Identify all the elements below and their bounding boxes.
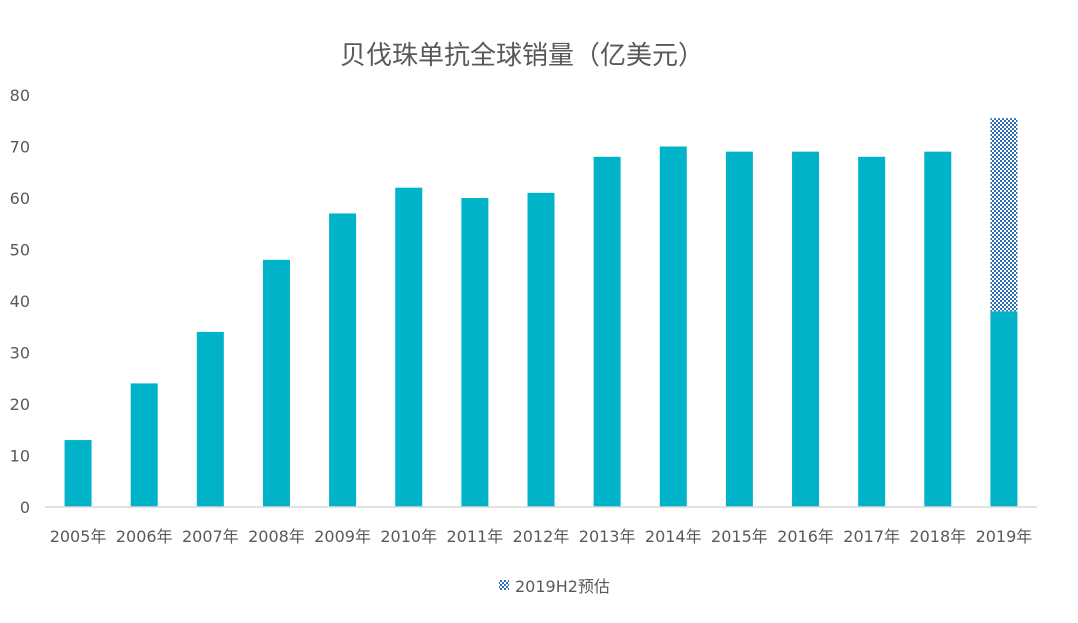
bar (990, 311, 1018, 507)
y-tick-label: 70 (10, 138, 30, 157)
y-tick-label: 30 (10, 344, 30, 363)
y-axis: 0 10 20 30 40 50 60 70 80 (10, 86, 30, 517)
bar (792, 151, 820, 507)
x-tick-label: 2019年 (976, 527, 1033, 546)
bar (196, 331, 224, 507)
estimate-bar (990, 118, 1018, 312)
legend-swatch (499, 580, 509, 590)
x-tick-label: 2008年 (248, 527, 305, 546)
bar (858, 156, 886, 508)
y-tick-label: 10 (10, 447, 30, 466)
y-tick-label: 20 (10, 395, 30, 414)
series-estimate-bars (990, 118, 1018, 312)
x-tick-label: 2009年 (314, 527, 371, 546)
x-tick-label: 2012年 (513, 527, 570, 546)
x-axis: 2005年 2006年 2007年 2008年 2009年 2010年 2011年 2012年… (50, 527, 1033, 546)
bar (659, 146, 687, 507)
x-tick-label: 2006年 (116, 527, 173, 546)
y-tick-label: 60 (10, 189, 30, 208)
y-tick-label: 50 (10, 241, 30, 260)
y-tick-label: 40 (10, 292, 30, 311)
bar (64, 440, 92, 507)
bar (329, 213, 357, 507)
bar (461, 198, 489, 507)
x-tick-label: 2013年 (579, 527, 636, 546)
legend: 2019H2预估 (499, 577, 610, 596)
chart-title: 贝伐珠单抗全球销量（亿美元） (340, 41, 704, 71)
bar (527, 192, 555, 507)
bar (725, 151, 753, 507)
bar (924, 151, 952, 507)
x-tick-label: 2016年 (777, 527, 834, 546)
x-tick-label: 2014年 (645, 527, 702, 546)
legend-label: 2019H2预估 (515, 577, 610, 596)
bar (395, 187, 423, 507)
x-tick-label: 2018年 (909, 527, 966, 546)
x-tick-label: 2010年 (380, 527, 437, 546)
y-tick-label: 0 (20, 498, 30, 517)
x-tick-label: 2005年 (50, 527, 107, 546)
x-tick-label: 2007年 (182, 527, 239, 546)
bar (262, 259, 290, 507)
x-tick-label: 2015年 (711, 527, 768, 546)
series-base-bars (64, 146, 1018, 508)
y-tick-label: 80 (10, 86, 30, 105)
bar (593, 156, 621, 508)
bar (130, 383, 158, 507)
x-tick-label: 2017年 (843, 527, 900, 546)
x-tick-label: 2011年 (446, 527, 503, 546)
